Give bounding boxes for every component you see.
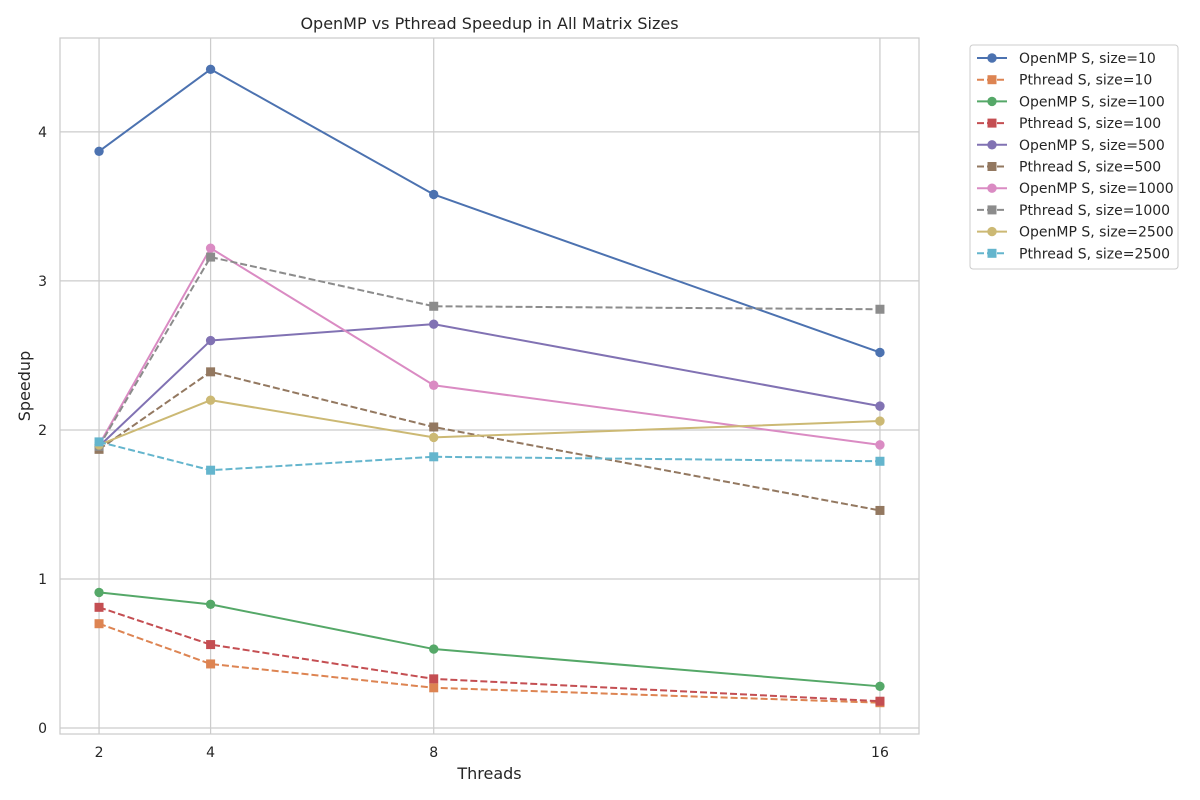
data-point	[875, 456, 885, 466]
data-point	[206, 465, 216, 475]
legend-label: Pthread S, size=1000	[1019, 203, 1170, 219]
x-axis-label: Threads	[456, 764, 521, 783]
legend-label: OpenMP S, size=2500	[1019, 225, 1174, 241]
legend-item: Pthread S, size=2500	[977, 246, 1170, 262]
x-tick-label: 4	[206, 745, 215, 761]
data-point	[94, 602, 104, 612]
x-tick-label: 16	[871, 745, 889, 761]
series-line	[98, 622, 880, 704]
data-point	[205, 599, 216, 610]
data-point	[875, 696, 885, 706]
data-point	[205, 335, 216, 346]
series-1	[94, 64, 885, 358]
data-point	[94, 146, 104, 156]
data-point	[206, 640, 216, 650]
data-point	[875, 347, 885, 358]
data-point	[94, 437, 104, 447]
legend-item: OpenMP S, size=500	[977, 138, 1165, 154]
data-point	[429, 422, 439, 432]
y-tick-label: 3	[38, 274, 47, 290]
legend-marker	[987, 226, 997, 237]
series-group	[94, 64, 885, 708]
plot-area	[60, 38, 919, 734]
series-line	[98, 591, 881, 688]
series-line	[98, 256, 880, 447]
legend-item: OpenMP S, size=2500	[977, 225, 1174, 241]
x-tick-label: 8	[429, 745, 438, 761]
y-tick-label: 1	[38, 572, 47, 588]
series-3	[94, 587, 885, 692]
legend-item: Pthread S, size=500	[977, 160, 1161, 176]
legend: OpenMP S, size=10 Pthread S, size=10 OpenM…	[969, 44, 1179, 270]
series-line	[98, 606, 881, 703]
data-point	[429, 319, 439, 329]
grid-lines	[60, 38, 919, 734]
legend-marker	[987, 248, 997, 258]
legend-frame	[969, 44, 1179, 270]
legend-label: OpenMP S, size=1000	[1019, 181, 1174, 197]
data-point	[875, 681, 885, 692]
plot-frame	[59, 37, 920, 735]
series-10	[94, 437, 885, 475]
data-point	[875, 505, 885, 515]
legend-marker	[987, 118, 997, 128]
data-point	[429, 189, 439, 200]
legend-marker	[987, 183, 997, 193]
legend-label: OpenMP S, size=10	[1019, 51, 1156, 67]
legend-item: Pthread S, size=100	[977, 116, 1161, 132]
y-tick-label: 0	[38, 721, 47, 737]
series-4	[94, 602, 885, 706]
legend-label: Pthread S, size=100	[1019, 116, 1161, 132]
legend-marker	[987, 96, 997, 107]
series-line	[98, 323, 881, 448]
x-tick-label: 2	[95, 745, 104, 761]
chart-title: OpenMP vs Pthread Speedup in All Matrix …	[300, 14, 678, 33]
legend-label: Pthread S, size=2500	[1019, 246, 1170, 262]
data-point	[429, 644, 439, 654]
y-tick-label: 2	[38, 423, 47, 439]
legend-marker	[987, 53, 997, 63]
y-tick-label: 4	[38, 125, 47, 141]
data-point	[875, 401, 885, 411]
legend-label: OpenMP S, size=100	[1019, 94, 1165, 110]
series-line	[98, 68, 881, 354]
data-point	[94, 619, 104, 629]
data-point	[429, 452, 439, 462]
tick-labels: 2 4 8 16 0 1 2 3 4	[38, 125, 889, 761]
data-point	[94, 587, 104, 598]
legend-marker	[987, 205, 997, 215]
data-point	[205, 243, 216, 253]
legend-label: Pthread S, size=500	[1019, 160, 1161, 176]
data-point	[429, 432, 439, 443]
legend-label: OpenMP S, size=500	[1019, 138, 1165, 154]
data-point	[205, 395, 216, 405]
data-point	[429, 683, 439, 693]
y-axis-label: Speedup	[15, 351, 34, 421]
series-line	[98, 370, 881, 512]
data-point	[429, 674, 439, 684]
legend-item: Pthread S, size=10	[977, 73, 1152, 89]
data-point	[875, 416, 885, 426]
legend-item: Pthread S, size=1000	[977, 203, 1170, 219]
legend-item: OpenMP S, size=100	[977, 94, 1165, 110]
legend-label: Pthread S, size=10	[1019, 73, 1152, 89]
data-point	[206, 252, 216, 262]
series-line	[98, 399, 880, 446]
legend-marker	[987, 75, 997, 85]
series-line	[98, 247, 881, 446]
data-point	[206, 659, 216, 669]
legend-item: OpenMP S, size=1000	[977, 181, 1174, 197]
series-line	[98, 440, 880, 472]
data-point	[875, 304, 885, 314]
legend-item: OpenMP S, size=10	[977, 51, 1156, 67]
data-point	[875, 440, 885, 450]
data-point	[206, 367, 216, 377]
data-point	[205, 64, 216, 74]
data-point	[429, 380, 439, 390]
data-point	[429, 301, 439, 311]
legend-marker	[987, 140, 997, 150]
legend-marker	[987, 162, 997, 171]
